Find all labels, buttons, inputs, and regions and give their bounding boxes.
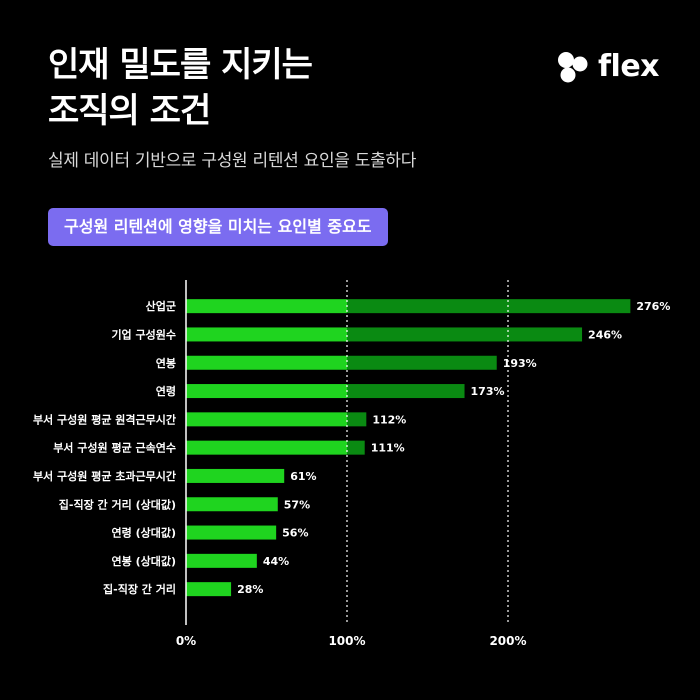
x-tick-label: 100% (328, 634, 365, 648)
value-label: 57% (284, 498, 310, 511)
bar-row: 집-직장 간 거리 28% (103, 582, 263, 597)
bar (186, 582, 232, 597)
bar-over-100 (347, 384, 465, 399)
bar-over-100 (347, 440, 365, 455)
brand-logo: flex (556, 49, 660, 84)
bar (186, 497, 278, 512)
bar-over-100 (347, 299, 631, 314)
value-label: 246% (588, 328, 622, 341)
bar (186, 355, 347, 370)
x-tick-label: 200% (489, 634, 526, 648)
category-label: 기업 구성원수 (111, 327, 176, 341)
retention-factor-bar-chart: 산업군 276% 기업 구성원수 246% 연봉 193% 연령 173% 부서 구성원 평균 … (33, 280, 670, 648)
category-label: 연봉 (156, 356, 176, 370)
bar-row: 부서 구성원 평균 근속연수 111% (53, 440, 405, 455)
logo-text: flex (598, 49, 660, 84)
chart-title-badge: 구성원 리텐션에 영향을 미치는 요인별 중요도 (48, 208, 388, 246)
page-subtitle: 실제 데이터 기반으로 구성원 리텐션 요인을 도출하다 (48, 151, 417, 171)
title-line-2: 조직의 조건 (48, 91, 211, 131)
category-label: 부서 구성원 평균 근속연수 (53, 441, 176, 455)
bar (186, 412, 347, 427)
page-title: 인재 밀도를 지키는 조직의 조건 (48, 42, 313, 134)
category-label: 연령 (156, 384, 176, 398)
bar-row: 연령 173% (156, 384, 505, 399)
category-label: 집-직장 간 거리 (상대값) (59, 497, 176, 511)
bar-row: 부서 구성원 평균 초과근무시간 61% (33, 468, 317, 483)
category-label: 부서 구성원 평균 원격근무시간 (33, 412, 176, 426)
value-label: 28% (237, 583, 263, 596)
value-label: 276% (636, 300, 670, 313)
value-label: 112% (372, 413, 406, 426)
bar (186, 553, 257, 568)
value-label: 44% (263, 555, 289, 568)
flex-logo-icon (558, 52, 588, 83)
category-label: 부서 구성원 평균 초과근무시간 (33, 469, 176, 483)
bar-row: 연령 (상대값) 56% (112, 525, 309, 540)
bar-row: 집-직장 간 거리 (상대값) 57% (59, 497, 310, 512)
title-line-1: 인재 밀도를 지키는 (48, 45, 313, 85)
value-label: 61% (290, 470, 316, 483)
category-label: 연령 (상대값) (112, 526, 176, 540)
bar-over-100 (347, 412, 367, 427)
bar-row: 기업 구성원수 246% (111, 327, 622, 342)
x-tick-label: 0% (176, 634, 196, 648)
value-label: 193% (503, 357, 537, 370)
bar-row: 연봉 193% (156, 355, 537, 370)
bar-over-100 (347, 355, 497, 370)
bar (186, 327, 347, 342)
bar-row: 부서 구성원 평균 원격근무시간 112% (33, 412, 406, 427)
category-label: 연봉 (상대값) (112, 554, 176, 568)
category-label: 산업군 (146, 299, 176, 313)
value-label: 173% (471, 385, 505, 398)
bar (186, 440, 347, 455)
bar-over-100 (347, 327, 583, 342)
bar (186, 384, 347, 399)
bar-row: 산업군 276% (146, 299, 670, 314)
bar (186, 468, 285, 483)
bar-row: 연봉 (상대값) 44% (112, 553, 289, 568)
bar (186, 299, 347, 314)
value-label: 56% (282, 527, 308, 540)
value-label: 111% (371, 442, 405, 455)
category-label: 집-직장 간 거리 (103, 582, 176, 596)
bar (186, 525, 277, 540)
